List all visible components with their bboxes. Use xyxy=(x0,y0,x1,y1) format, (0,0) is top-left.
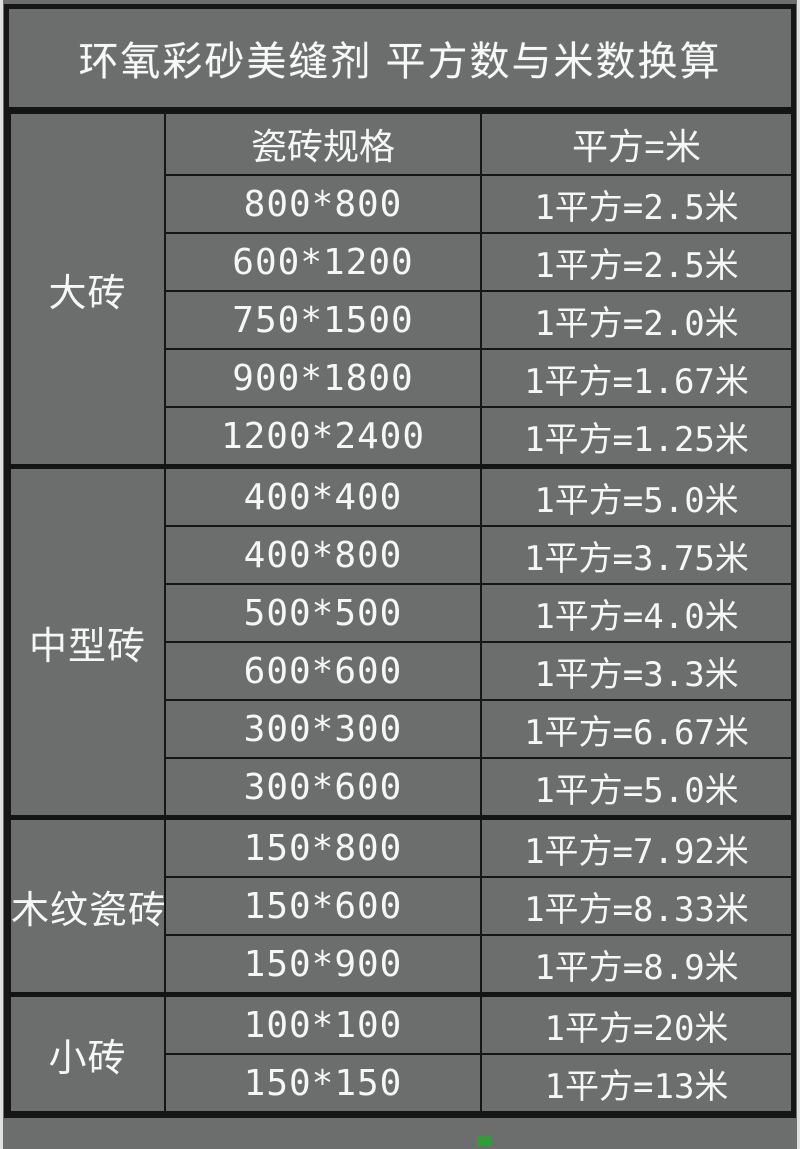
right-edge-highlight xyxy=(797,0,800,1149)
tile-spec-cell: 150*150 xyxy=(164,1053,482,1113)
conversion-value-cell: 1平方=1.25米 xyxy=(480,406,793,468)
category-cell: 大砖 xyxy=(9,112,166,468)
tile-spec-cell: 800*800 xyxy=(164,174,482,234)
conversion-value-cell: 1平方=8.33米 xyxy=(480,876,793,936)
table-row: 600*1200 1平方=2.5米 xyxy=(10,232,793,292)
conversion-table: 大砖 瓷砖规格 平方=米 800*800 1平方=2.5米 600*1200 1平方=2… xyxy=(9,112,793,1113)
table-row: 小砖 100*100 1平方=20米 xyxy=(9,992,793,1113)
tile-spec-cell: 400*800 xyxy=(164,525,482,585)
category-cell: 木纹瓷砖 xyxy=(9,815,166,996)
table-row: 150*600 1平方=8.33米 xyxy=(10,876,793,936)
table-row: 150*900 1平方=8.9米 xyxy=(10,934,793,996)
table-row: 750*1500 1平方=2.0米 xyxy=(10,290,793,350)
tile-spec-cell: 750*1500 xyxy=(164,290,482,350)
conversion-value-cell: 1平方=13米 xyxy=(480,1053,793,1113)
table-row: 500*500 1平方=4.0米 xyxy=(10,583,793,643)
table-row: 600*600 1平方=3.3米 xyxy=(10,641,793,701)
conversion-column-header: 平方=米 xyxy=(480,112,793,176)
conversion-value-cell: 1平方=3.3米 xyxy=(480,641,793,701)
conversion-value-cell: 1平方=2.5米 xyxy=(480,232,793,292)
table-row: 150*150 1平方=13米 xyxy=(10,1053,793,1113)
conversion-value-cell: 1平方=2.5米 xyxy=(480,174,793,234)
table-row: 300*300 1平方=6.67米 xyxy=(10,699,793,759)
page-title: 环氧彩砂美缝剂 平方数与米数换算 xyxy=(9,9,791,112)
tile-spec-cell: 100*100 xyxy=(164,992,482,1055)
spec-column-header: 瓷砖规格 xyxy=(164,112,482,176)
conversion-value-cell: 1平方=2.0米 xyxy=(480,290,793,350)
tile-spec-cell: 600*600 xyxy=(164,641,482,701)
tile-spec-cell: 300*300 xyxy=(164,699,482,759)
table-row: 800*800 1平方=2.5米 xyxy=(10,174,793,234)
left-edge-highlight xyxy=(0,0,3,1149)
conversion-value-cell: 1平方=5.0米 xyxy=(480,464,793,527)
table-row: 300*600 1平方=5.0米 xyxy=(10,757,793,819)
conversion-value-cell: 1平方=6.67米 xyxy=(480,699,793,759)
conversion-value-cell: 1平方=20米 xyxy=(480,992,793,1055)
conversion-value-cell: 1平方=8.9米 xyxy=(480,934,793,996)
tile-spec-cell: 150*900 xyxy=(164,934,482,996)
conversion-value-cell: 1平方=1.67米 xyxy=(480,348,793,408)
table-row: 木纹瓷砖 150*800 1平方=7.92米 xyxy=(9,815,793,996)
tile-spec-cell: 1200*2400 xyxy=(164,406,482,468)
table-row: 1200*2400 1平方=1.25米 xyxy=(10,406,793,468)
tile-spec-cell: 300*600 xyxy=(164,757,482,819)
table-row: 中型砖 400*400 1平方=5.0米 xyxy=(9,464,793,819)
table-row: 900*1800 1平方=1.67米 xyxy=(10,348,793,408)
category-cell: 中型砖 xyxy=(9,464,166,819)
tile-spec-cell: 900*1800 xyxy=(164,348,482,408)
tile-spec-cell: 150*800 xyxy=(164,815,482,878)
green-progress-marker xyxy=(477,1136,491,1146)
tile-spec-cell: 150*600 xyxy=(164,876,482,936)
conversion-value-cell: 1平方=5.0米 xyxy=(480,757,793,819)
category-cell: 小砖 xyxy=(9,992,166,1113)
tile-spec-cell: 600*1200 xyxy=(164,232,482,292)
table-row: 400*800 1平方=3.75米 xyxy=(10,525,793,585)
table-frame: 环氧彩砂美缝剂 平方数与米数换算 大砖 瓷砖规格 平方=米 800*800 1平方=… xyxy=(4,4,796,1118)
conversion-value-cell: 1平方=3.75米 xyxy=(480,525,793,585)
table-header-row: 大砖 瓷砖规格 平方=米 xyxy=(9,112,793,468)
tile-spec-cell: 400*400 xyxy=(164,464,482,527)
tile-spec-cell: 500*500 xyxy=(164,583,482,643)
conversion-value-cell: 1平方=7.92米 xyxy=(480,815,793,878)
conversion-value-cell: 1平方=4.0米 xyxy=(480,583,793,643)
